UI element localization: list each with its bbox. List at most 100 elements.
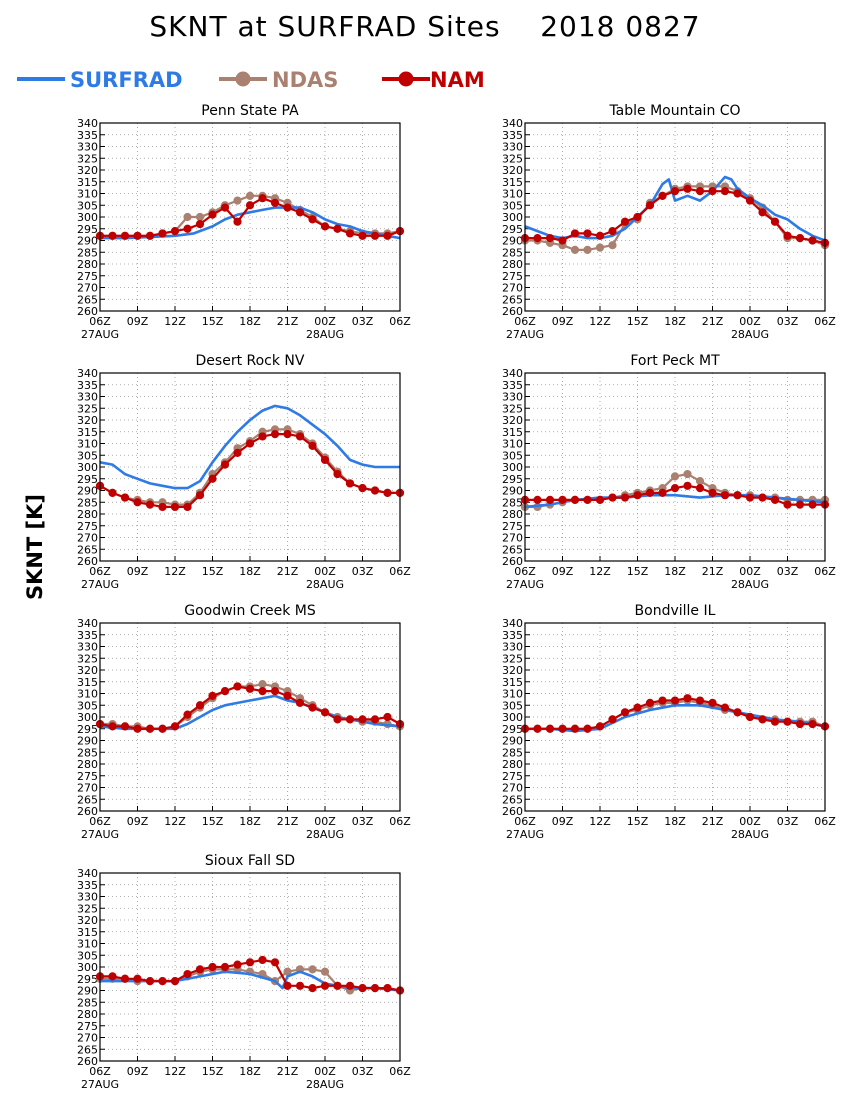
date-label: 27AUG (506, 828, 544, 841)
y-tick-label: 315 (502, 676, 523, 689)
y-tick-label: 310 (502, 438, 523, 451)
data-point-nam (308, 703, 317, 712)
x-tick-label: 15Z (202, 315, 224, 328)
data-point-nam (333, 469, 342, 479)
chart-title: Penn State PA (201, 103, 299, 119)
data-point-nam (770, 717, 780, 726)
x-tick-label: 06Z (89, 315, 111, 328)
data-point-nam (383, 488, 392, 497)
y-tick-label: 280 (502, 508, 523, 521)
date-label: 28AUG (306, 328, 344, 341)
x-tick-label: 21Z (702, 815, 724, 828)
data-point-nam (670, 696, 680, 705)
x-tick-label: 15Z (627, 315, 649, 328)
plot-frame (99, 872, 401, 1062)
data-point-nam (320, 981, 330, 990)
x-tick-label: 09Z (127, 815, 149, 828)
x-tick-label: 12Z (589, 815, 611, 828)
data-point-nam (795, 234, 805, 243)
chart-panel-bondville-il: Bondville IL2602652702752802852902953003… (502, 603, 836, 841)
y-tick-label: 300 (502, 211, 523, 224)
data-point-nam (270, 687, 280, 696)
data-point-ndas (320, 967, 330, 976)
plot-frame (524, 372, 826, 562)
y-tick-label: 340 (502, 367, 523, 380)
y-tick-label: 295 (77, 973, 98, 986)
y-tick-label: 330 (502, 391, 523, 404)
y-tick-label: 290 (502, 485, 523, 498)
data-point-nam (108, 972, 117, 981)
data-point-nam (233, 960, 242, 969)
chart-panel-sioux-fall-sd: Sioux Fall SD 260265270275280285290295300… (77, 853, 411, 1091)
data-point-ndas (595, 243, 605, 252)
data-point-nam (170, 722, 180, 731)
data-point-nam (145, 724, 155, 733)
chart-panel-fort-peck-mt: Fort Peck MT2602652702752802852902953003… (502, 353, 836, 591)
data-point-nam (333, 981, 342, 990)
data-point-nam (670, 484, 680, 493)
x-tick-label: 06Z (89, 565, 111, 578)
x-tick-label: 21Z (277, 815, 299, 828)
y-tick-label: 275 (77, 270, 98, 283)
x-tick-label: 03Z (777, 815, 799, 828)
x-tick-label: 18Z (239, 1065, 261, 1078)
data-point-nam (383, 984, 392, 993)
y-tick-label: 305 (502, 449, 523, 462)
data-point-nam (283, 981, 292, 990)
y-tick-label: 290 (77, 735, 98, 748)
data-point-nam (208, 962, 217, 972)
data-point-nam (795, 500, 805, 509)
y-tick-label: 270 (77, 1032, 98, 1045)
data-point-ndas (695, 477, 705, 486)
data-point-nam (245, 439, 255, 448)
y-tick-label: 265 (502, 793, 523, 806)
y-tick-label: 340 (77, 867, 98, 880)
x-tick-label: 06Z (389, 815, 411, 828)
x-tick-label: 12Z (164, 815, 186, 828)
data-point-nam (358, 715, 367, 724)
data-point-nam (333, 715, 342, 724)
x-tick-label: 18Z (239, 315, 261, 328)
data-point-nam (270, 430, 280, 439)
y-tick-label: 260 (77, 805, 98, 818)
y-tick-label: 280 (77, 508, 98, 521)
data-point-nam (183, 969, 192, 979)
data-point-nam (258, 955, 267, 965)
y-tick-label: 315 (502, 176, 523, 189)
x-tick-label: 06Z (814, 565, 836, 578)
data-point-nam (558, 724, 567, 733)
y-tick-label: 280 (77, 258, 98, 271)
data-point-nam (258, 687, 267, 696)
data-point-nam (245, 684, 255, 693)
y-tick-label: 310 (77, 938, 98, 951)
y-tick-label: 265 (77, 793, 98, 806)
y-tick-label: 335 (77, 879, 98, 892)
x-tick-label: 09Z (552, 815, 574, 828)
data-point-nam (120, 974, 130, 983)
data-point-nam (120, 231, 130, 240)
y-tick-label: 305 (77, 449, 98, 462)
data-point-nam (720, 187, 730, 196)
x-tick-label: 00Z (739, 815, 761, 828)
y-tick-label: 275 (77, 520, 98, 533)
data-point-nam (745, 196, 755, 205)
data-point-nam (158, 724, 167, 733)
data-point-nam (683, 184, 692, 193)
data-point-nam (695, 696, 705, 705)
data-point-nam (645, 201, 655, 210)
data-point-nam (620, 708, 630, 717)
chart-title: Fort Peck MT (630, 353, 720, 369)
x-tick-label: 12Z (164, 315, 186, 328)
y-tick-label: 295 (502, 473, 523, 486)
y-tick-label: 325 (502, 152, 523, 165)
y-tick-label: 290 (502, 235, 523, 248)
data-point-nam (108, 722, 117, 731)
data-point-ndas (670, 472, 680, 481)
data-point-nam (608, 493, 617, 502)
y-tick-label: 285 (77, 246, 98, 259)
data-point-nam (683, 694, 692, 703)
y-tick-label: 310 (77, 688, 98, 701)
data-point-nam (683, 481, 692, 490)
data-point-nam (195, 491, 205, 500)
data-point-nam (283, 203, 292, 212)
